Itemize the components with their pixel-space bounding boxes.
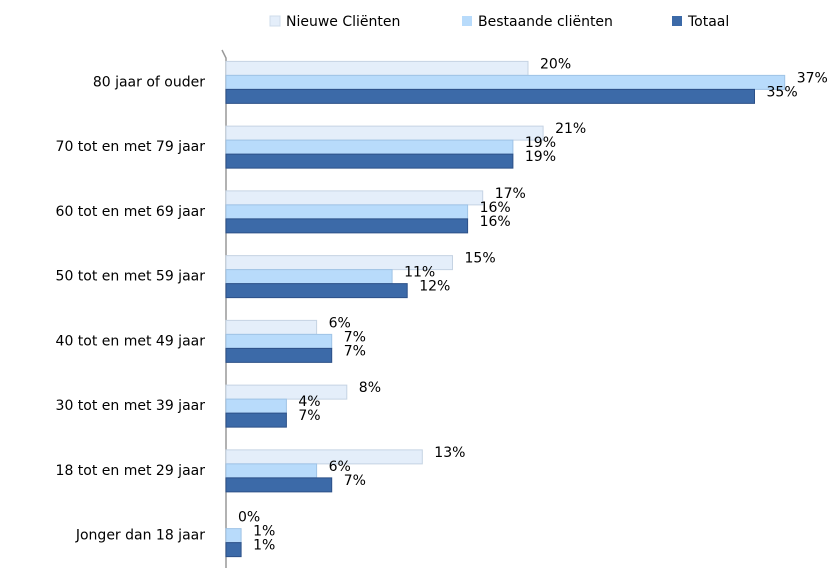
data-label: 7% bbox=[344, 329, 366, 345]
data-label: 20% bbox=[540, 56, 571, 72]
axis-line bbox=[221, 49, 227, 568]
data-label: 8% bbox=[359, 380, 381, 396]
bar bbox=[225, 463, 318, 479]
y-tick-label: 60 tot en met 69 jaar bbox=[56, 204, 206, 220]
y-tick-label: 50 tot en met 59 jaar bbox=[56, 269, 206, 285]
legend-swatch bbox=[269, 15, 281, 27]
data-label: 6% bbox=[329, 315, 351, 331]
bar bbox=[225, 384, 348, 400]
data-label: 7% bbox=[344, 473, 366, 489]
data-label: 6% bbox=[329, 459, 351, 475]
data-label: 4% bbox=[298, 394, 320, 410]
data-label: 15% bbox=[465, 251, 496, 267]
bar bbox=[225, 218, 469, 234]
bar bbox=[225, 542, 242, 558]
data-label: 1% bbox=[253, 524, 275, 540]
data-label: 0% bbox=[238, 510, 260, 526]
bar bbox=[225, 153, 514, 169]
bar bbox=[225, 319, 318, 335]
bar bbox=[225, 125, 544, 141]
y-tick-label: 70 tot en met 79 jaar bbox=[56, 139, 206, 155]
data-label: 16% bbox=[480, 200, 511, 216]
bar bbox=[225, 139, 514, 155]
legend-label: Bestaande cliënten bbox=[478, 14, 613, 30]
y-tick-label: 80 jaar of ouder bbox=[93, 74, 205, 90]
data-label: 19% bbox=[525, 149, 556, 165]
data-label: 17% bbox=[495, 186, 526, 202]
y-tick-label: 30 tot en met 39 jaar bbox=[56, 398, 206, 414]
data-label: 37% bbox=[797, 70, 828, 86]
y-tick-label: 40 tot en met 49 jaar bbox=[56, 333, 206, 349]
legend-label: Totaal bbox=[687, 14, 729, 30]
bar bbox=[225, 60, 529, 76]
data-label: 16% bbox=[480, 214, 511, 230]
bar bbox=[225, 269, 393, 285]
data-label: 11% bbox=[404, 265, 435, 281]
bar bbox=[225, 412, 287, 428]
data-label: 19% bbox=[525, 135, 556, 151]
legend-swatch bbox=[672, 16, 682, 26]
bar bbox=[225, 398, 287, 414]
bar bbox=[225, 347, 333, 363]
bar bbox=[225, 477, 333, 493]
y-tick-label: Jonger dan 18 jaar bbox=[75, 528, 205, 544]
legend-label: Nieuwe Cliënten bbox=[286, 14, 400, 30]
bar bbox=[225, 74, 786, 90]
bar bbox=[225, 449, 423, 465]
bar bbox=[225, 204, 469, 220]
bar bbox=[225, 528, 242, 544]
data-label: 7% bbox=[344, 343, 366, 359]
data-label: 13% bbox=[434, 445, 465, 461]
bar bbox=[225, 283, 408, 299]
data-label: 1% bbox=[253, 538, 275, 554]
data-label: 7% bbox=[298, 408, 320, 424]
data-label: 35% bbox=[767, 84, 798, 100]
bar bbox=[225, 190, 484, 206]
data-label: 21% bbox=[555, 121, 586, 137]
bar bbox=[225, 333, 333, 349]
y-tick-label: 18 tot en met 29 jaar bbox=[56, 463, 206, 479]
bar bbox=[225, 88, 755, 104]
legend-swatch bbox=[462, 16, 472, 26]
data-label: 12% bbox=[419, 279, 450, 295]
